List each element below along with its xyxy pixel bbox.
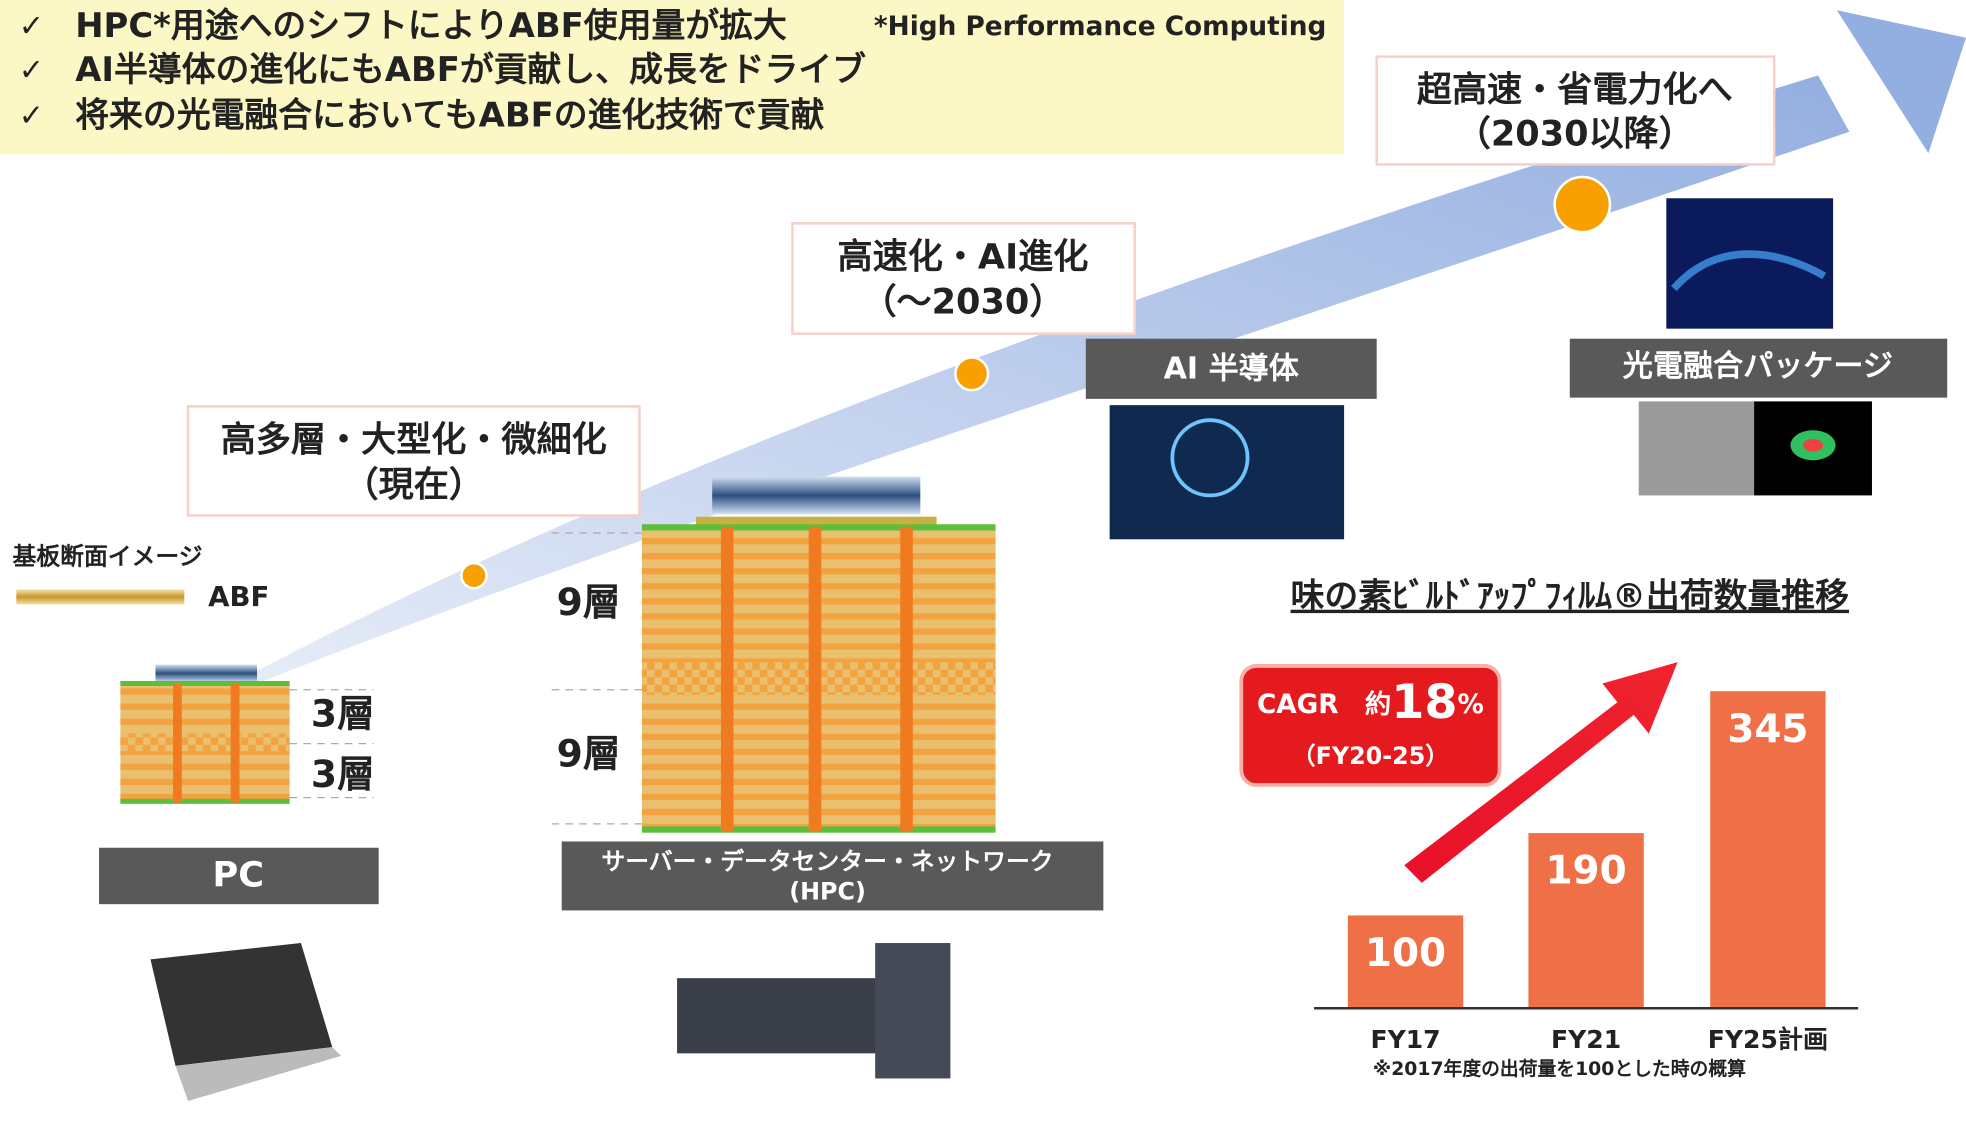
milestone-title: 超高速・省電力化へ <box>1417 70 1733 111</box>
app-label: AI 半導体 <box>1164 352 1300 387</box>
layer-count: 9層 <box>557 732 621 776</box>
pc-surface <box>120 680 290 687</box>
cagr-box <box>1239 664 1502 787</box>
header-band <box>0 0 1345 155</box>
cagr-unit: % <box>1458 689 1484 719</box>
cagr-number: 18 <box>1391 675 1457 730</box>
legend-title: 基板断面イメージ <box>13 543 203 571</box>
legend-abf: ABF <box>208 580 269 613</box>
check-mark: ✓ <box>19 9 44 44</box>
laptop-base <box>175 1047 342 1102</box>
header-point: AI半導体の進化にもABFが貢献し、成長をドライブ <box>75 50 866 89</box>
photonic-image-a <box>1638 401 1755 496</box>
milestone-title: 高速化・AI進化 <box>838 236 1089 277</box>
layer-count: 3層 <box>311 692 375 736</box>
ai-image-ring <box>1170 418 1250 498</box>
milestone-period: （～2030） <box>861 282 1064 323</box>
milestone-title: 高多層・大型化・微細化 <box>221 420 607 461</box>
light-image-glow <box>1671 250 1827 292</box>
server-rack-front <box>875 943 951 1079</box>
pc-core <box>120 733 290 752</box>
header-footnote: *High Performance Computing <box>874 12 1326 42</box>
app-label: 光電融合パッケージ <box>1623 349 1893 384</box>
app-label: (HPC) <box>789 877 866 905</box>
cagr-prefix: CAGR 約 <box>1257 688 1391 719</box>
app-labels <box>99 338 1948 911</box>
laptop-screen <box>150 943 333 1066</box>
milestone-dot <box>460 561 488 590</box>
bar-value-label: 190 <box>1546 849 1627 894</box>
pc-chip <box>155 664 258 683</box>
pc-surface <box>120 798 290 804</box>
milestone-period: （現在） <box>344 465 484 506</box>
cagr-label: CAGR 約18% <box>1257 675 1484 730</box>
bar-value-label: 345 <box>1727 707 1808 752</box>
hpc-bumps <box>695 516 937 527</box>
ai-image <box>1109 405 1345 540</box>
app-label: サーバー・データセンター・ネットワーク <box>601 847 1053 875</box>
bar <box>1347 915 1464 1007</box>
layer-guides <box>289 532 642 825</box>
milestone-dot <box>954 356 990 392</box>
x-tick-label: FY17 <box>1370 1025 1440 1054</box>
layer-count: 9層 <box>557 580 621 624</box>
hpc-vias <box>720 526 913 832</box>
check-mark: ✓ <box>19 98 44 133</box>
layer-count: 3層 <box>311 752 375 796</box>
pc-via <box>173 683 182 803</box>
pc-via <box>230 683 240 803</box>
chart-note: ※2017年度の出荷量を100とした時の概算 <box>1373 1057 1746 1080</box>
bar-value-label: 100 <box>1365 931 1446 976</box>
app-label: PC <box>212 855 263 896</box>
light-image <box>1666 198 1834 329</box>
x-tick-label: FY21 <box>1551 1025 1621 1054</box>
x-tick-label: FY25計画 <box>1708 1025 1828 1054</box>
bar <box>1528 833 1644 1007</box>
server-racks <box>677 978 878 1054</box>
chart-title: 味の素ﾋﾞﾙﾄﾞｱｯﾌﾟﾌｨﾙﾑ®出荷数量推移 <box>1291 577 1850 616</box>
header-point: 将来の光電融合においてもABFの進化技術で貢献 <box>75 95 824 134</box>
milestone-period: （2030以降） <box>1456 114 1694 155</box>
milestone-dot <box>1553 175 1612 234</box>
hpc-chip <box>712 476 921 515</box>
abf-swatch <box>16 589 185 605</box>
cagr-period: （FY20-25） <box>1292 742 1449 770</box>
milestone-boxes <box>186 55 1776 517</box>
photonic-spot-core <box>1803 438 1824 452</box>
bar <box>1710 691 1826 1007</box>
header-point: HPC*用途へのシフトによりABF使用量が拡大 <box>75 6 787 45</box>
arrow-head <box>1836 10 1966 154</box>
growth-red-arrow <box>1404 662 1678 883</box>
check-mark: ✓ <box>19 53 44 88</box>
